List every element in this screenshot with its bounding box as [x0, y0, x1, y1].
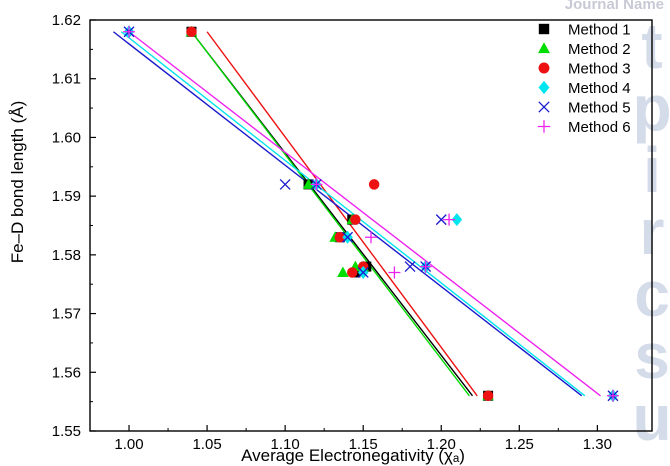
legend-label: Method 2: [568, 41, 631, 58]
y-tick-label: 1.59: [52, 188, 81, 205]
y-tick-label: 1.62: [52, 12, 81, 29]
legend-marker: [538, 42, 550, 54]
fit-lines: [112, 31, 601, 397]
data-point: [482, 390, 494, 402]
y-tick-label: 1.55: [52, 423, 81, 440]
legend-label: Method 1: [568, 22, 631, 39]
x-tick-label: 1.25: [505, 436, 534, 453]
legend-marker: [538, 23, 550, 35]
data-point: [404, 261, 416, 273]
x-tick-label: 1.00: [114, 436, 143, 453]
data-point: [435, 214, 447, 226]
fit-line: [190, 31, 470, 397]
data-point: [302, 178, 315, 189]
y-axis-label: Fe–D bond length (Å): [8, 101, 27, 264]
data-point: [123, 25, 136, 38]
fit-line: [112, 31, 583, 397]
data-point: [365, 231, 377, 244]
data-point: [186, 26, 197, 37]
y-tick-label: 1.58: [52, 247, 81, 264]
x-tick-label: 1.05: [192, 436, 221, 453]
data-point: [368, 179, 380, 190]
y-axis: 1.55 1.56 1.57 1.58 1.59 1.60 1.61 1.62: [52, 12, 96, 440]
data-point: [310, 178, 323, 191]
x-axis: 1.00 1.05 1.10 1.15 1.20 1.25 1.30: [114, 425, 612, 453]
data-point: [347, 267, 358, 278]
x-tick-label: 1.10: [271, 436, 300, 453]
data-point: [357, 267, 369, 278]
data-point: [606, 389, 619, 402]
legend-label: Method 5: [568, 100, 631, 117]
legend-label: Method 6: [568, 119, 631, 136]
data-point: [342, 231, 354, 243]
x-tick-label: 1.30: [583, 436, 612, 453]
legend: Method 1 Method 2 Method 3 Method 4 Method 5…: [537, 22, 631, 136]
data-point: [451, 213, 463, 227]
data-point: [419, 260, 432, 273]
data-point: [443, 213, 456, 226]
data-point: [337, 266, 349, 277]
legend-marker: [538, 62, 550, 74]
y-tick-label: 1.56: [52, 364, 81, 381]
data-point: [334, 231, 346, 243]
plot-area: 1.00 1.05 1.10 1.15 1.20 1.25 1.30 1.551.561.5…: [52, 12, 653, 453]
y-tick-label: 1.57: [52, 306, 81, 323]
fit-line: [128, 31, 601, 397]
legend-label: Method 3: [568, 61, 631, 78]
x-axis-label: Average Electronegativity (χₐ): [241, 446, 465, 465]
data-point: [350, 214, 361, 225]
journal-header: Journal Name: [564, 0, 664, 13]
legend-marker: [538, 101, 550, 113]
legend-marker: [538, 80, 550, 95]
fit-line: [206, 31, 478, 397]
y-tick-label: 1.60: [52, 129, 81, 146]
y-tick-label: 1.61: [52, 71, 81, 88]
legend-marker: [537, 120, 551, 133]
data-points: [123, 25, 619, 403]
legend-label: Method 4: [568, 80, 631, 97]
x-tick-label: 1.20: [427, 436, 456, 453]
data-point: [388, 266, 401, 279]
x-tick-label: 1.15: [349, 436, 378, 453]
data-point: [279, 178, 291, 190]
fit-line: [120, 31, 586, 397]
